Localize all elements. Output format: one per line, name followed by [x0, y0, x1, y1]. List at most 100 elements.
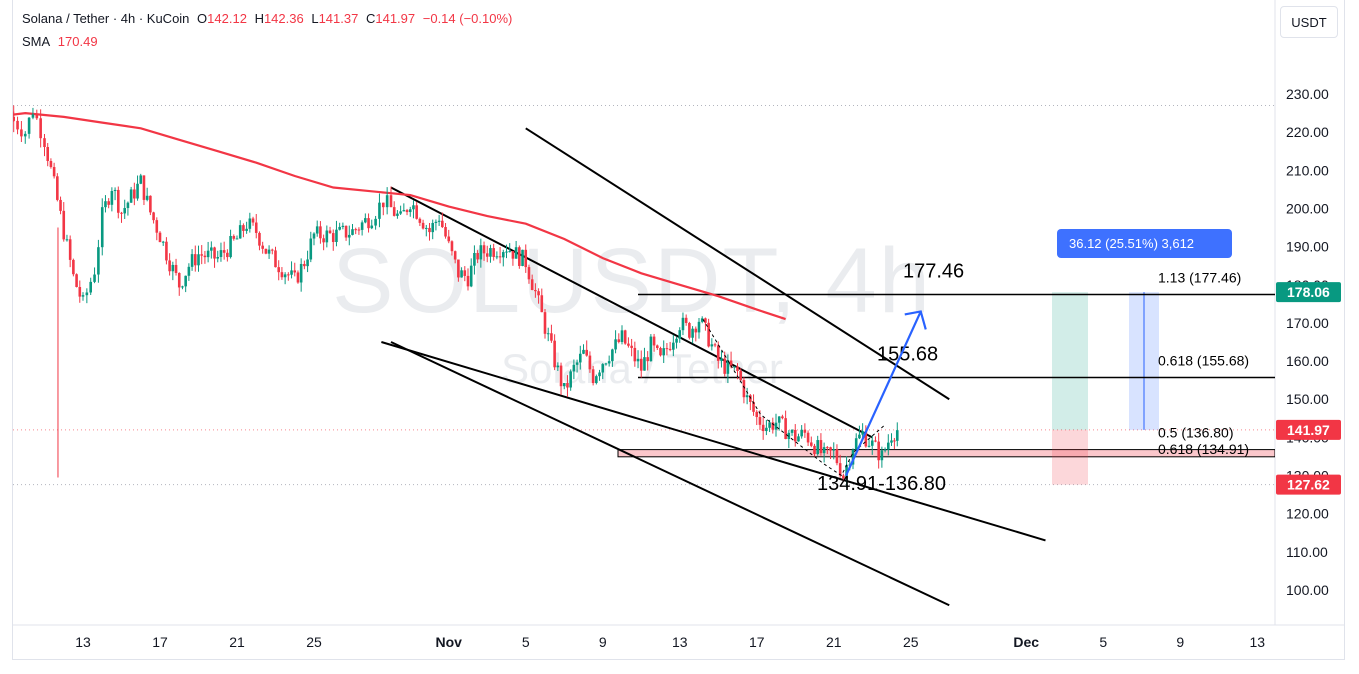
candle-body	[251, 218, 255, 223]
price-tag	[1276, 474, 1341, 495]
candle-body	[100, 207, 104, 248]
price-tag	[1276, 419, 1341, 440]
candle-body	[283, 274, 287, 278]
x-tick-label: 13	[1249, 634, 1265, 650]
candle-body	[331, 233, 335, 243]
candle-body	[408, 209, 412, 213]
candle-body	[595, 376, 598, 384]
candle-body	[254, 222, 258, 233]
candle-body	[716, 345, 720, 361]
fib-right-label: 0.5 (136.80)	[1158, 425, 1234, 441]
x-tick-label: 5	[1099, 634, 1107, 650]
candle-body	[306, 259, 309, 267]
open-value: 142.12	[207, 11, 247, 26]
candle-body	[351, 229, 354, 235]
candle-body	[736, 366, 739, 371]
candle-body	[85, 292, 89, 296]
symbol-label: Solana / Tether · 4h · KuCoin	[22, 11, 190, 26]
candle-body	[203, 255, 207, 258]
y-tick-label: 150.00	[1286, 391, 1329, 407]
candle-body	[707, 322, 710, 347]
candle-body	[614, 339, 617, 350]
candle-body	[303, 263, 306, 267]
candle-body	[473, 252, 476, 266]
currency-button[interactable]: USDT	[1280, 6, 1338, 38]
candle-body	[460, 270, 463, 278]
x-tick-label: 17	[152, 634, 168, 650]
candle-body	[790, 429, 794, 433]
candle-body	[655, 345, 659, 348]
candle-body	[344, 225, 348, 238]
candle-body	[710, 344, 714, 347]
candle-body	[322, 238, 325, 243]
candle-body	[479, 245, 483, 260]
change-value: −0.14 (−0.10%)	[422, 11, 513, 26]
x-tick-label: 21	[826, 634, 842, 650]
candle-body	[800, 429, 803, 437]
candle-body	[861, 431, 864, 435]
candle-body	[46, 147, 50, 161]
candle-body	[893, 440, 896, 442]
candle-body	[235, 238, 239, 240]
candle-body	[697, 321, 701, 333]
candle-body	[713, 344, 717, 346]
candle-body	[591, 369, 595, 384]
candle-body	[149, 195, 152, 213]
candle-body	[829, 447, 832, 451]
high-label: H	[254, 11, 264, 26]
candle-body	[280, 272, 284, 278]
candle-body	[883, 449, 887, 451]
fib-right-label: 0.618 (155.68)	[1158, 353, 1249, 369]
candle-body	[739, 370, 743, 381]
support-zone-label: 134.91-136.80	[817, 473, 946, 495]
candle-body	[562, 383, 566, 387]
candle-body	[646, 357, 649, 362]
sma-label: SMA	[22, 34, 51, 49]
channel-line	[381, 341, 1046, 542]
candle-body	[809, 442, 813, 446]
candle-body	[774, 422, 778, 430]
candle-body	[210, 247, 213, 251]
candle-body	[158, 232, 162, 243]
candle-body	[341, 225, 345, 227]
candle-body	[752, 401, 755, 412]
y-tick-label: 100.00	[1286, 582, 1329, 598]
candle-body	[274, 250, 277, 268]
close-value: 141.97	[375, 11, 416, 26]
candle-body	[171, 264, 175, 272]
candle-body	[822, 447, 826, 454]
candle-body	[165, 241, 168, 261]
candle-body	[319, 226, 322, 239]
close-label: C	[365, 11, 376, 26]
candle-body	[418, 218, 422, 223]
fib-right-label: 1.13 (177.46)	[1158, 269, 1241, 285]
candle-body	[68, 239, 72, 260]
candle-body	[492, 248, 495, 257]
x-tick-label: 21	[229, 634, 245, 650]
candle-body	[396, 213, 399, 216]
candle-body	[421, 222, 425, 229]
candle-body	[389, 195, 393, 208]
candle-body	[89, 281, 92, 293]
candle-body	[370, 225, 374, 229]
candle-body	[142, 175, 146, 200]
candle-body	[870, 440, 874, 446]
candle-body	[838, 463, 842, 476]
candle-body	[546, 333, 550, 335]
y-tick-label: 230.00	[1286, 86, 1329, 102]
candle-body	[495, 256, 499, 258]
candle-body	[216, 257, 220, 259]
candle-body	[248, 218, 252, 229]
candle-body	[630, 345, 633, 348]
candle-body	[347, 234, 351, 238]
candle-body	[858, 434, 861, 439]
candle-body	[213, 247, 216, 259]
candle-body	[643, 357, 646, 371]
candle-body	[524, 249, 528, 268]
candle-body	[784, 418, 787, 440]
candle-body	[113, 189, 117, 192]
candle-body	[623, 330, 627, 344]
candle-body	[129, 189, 133, 203]
candle-body	[636, 358, 640, 362]
